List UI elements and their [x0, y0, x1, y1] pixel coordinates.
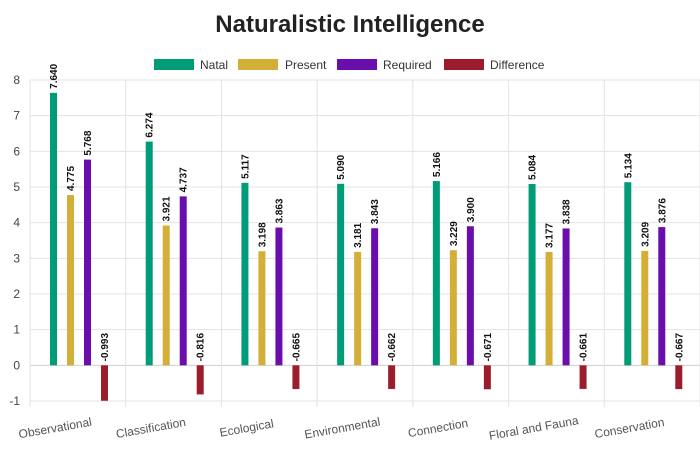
data-label: -0.661 — [579, 333, 590, 362]
bar-present[interactable] — [258, 251, 266, 366]
bar-required[interactable] — [179, 196, 187, 366]
data-label: 7.640 — [49, 63, 60, 88]
data-label: 5.117 — [240, 154, 251, 179]
data-label: -0.671 — [483, 333, 494, 362]
legend-label-difference[interactable]: Difference — [490, 58, 545, 72]
data-label: -0.665 — [291, 333, 302, 362]
data-label: -0.667 — [674, 333, 685, 362]
chart-title: Naturalistic Intelligence — [215, 11, 484, 38]
y-tick-label: 8 — [13, 73, 20, 87]
data-label: 3.209 — [640, 221, 651, 246]
bar-difference[interactable] — [483, 365, 491, 390]
bar-present[interactable] — [354, 251, 362, 366]
x-tick-label: Connection — [407, 416, 469, 440]
y-tick-label: 2 — [13, 287, 20, 301]
data-label: 4.737 — [179, 167, 190, 192]
bar-natal[interactable] — [624, 182, 632, 366]
y-tick-label: 0 — [13, 358, 20, 372]
bar-natal[interactable] — [241, 182, 249, 366]
x-tick-label: Floral and Fauna — [488, 413, 580, 443]
bar-required[interactable] — [371, 228, 379, 366]
bar-difference[interactable] — [675, 365, 683, 390]
data-label: 4.775 — [66, 166, 77, 191]
legend-swatch-present[interactable] — [238, 59, 278, 70]
data-label: 3.863 — [274, 198, 285, 223]
data-label: 3.900 — [466, 197, 477, 222]
bar-required[interactable] — [658, 227, 666, 366]
legend-swatch-difference[interactable] — [444, 59, 484, 70]
data-label: 5.090 — [336, 154, 347, 179]
y-tick-label: 7 — [13, 109, 20, 123]
grid — [29, 79, 700, 407]
bar-difference[interactable] — [388, 365, 396, 389]
data-label: 3.876 — [657, 198, 668, 223]
bars — [50, 92, 683, 401]
legend[interactable]: Natal Present Required Difference — [154, 58, 545, 72]
y-tick-label: 6 — [13, 144, 20, 158]
bar-present[interactable] — [641, 250, 649, 366]
bar-natal[interactable] — [528, 184, 536, 366]
data-label: -0.993 — [100, 333, 111, 362]
y-tick-label: 3 — [13, 251, 20, 265]
bar-difference[interactable] — [292, 365, 300, 390]
data-labels: 7.640 6.274 5.117 5.090 5.166 5.084 5.134 4.775… — [49, 63, 685, 361]
y-tick-label: 4 — [13, 216, 20, 230]
y-tick-label: 5 — [13, 180, 20, 194]
bar-natal[interactable] — [337, 183, 345, 366]
data-label: 6.274 — [145, 112, 156, 137]
legend-label-present[interactable]: Present — [285, 58, 327, 72]
legend-label-natal[interactable]: Natal — [200, 58, 228, 72]
data-label: 5.166 — [432, 152, 443, 177]
legend-label-required[interactable]: Required — [383, 58, 432, 72]
bar-present[interactable] — [67, 195, 74, 366]
bar-natal[interactable] — [432, 181, 440, 366]
legend-swatch-natal[interactable] — [154, 59, 194, 70]
bar-difference[interactable] — [196, 365, 204, 395]
data-label: 3.177 — [545, 223, 556, 248]
data-label: 3.921 — [162, 196, 173, 221]
data-label: 5.084 — [528, 155, 539, 180]
data-label: 3.229 — [449, 221, 460, 246]
data-label: -0.816 — [196, 333, 207, 362]
x-tick-label: Environmental — [303, 415, 381, 442]
bar-required[interactable] — [562, 228, 570, 366]
bar-natal[interactable] — [145, 141, 153, 366]
bar-required[interactable] — [466, 226, 474, 366]
x-tick-label: Classification — [115, 415, 187, 441]
bar-present[interactable] — [545, 252, 553, 366]
bar-required[interactable] — [84, 159, 91, 366]
data-label: 3.838 — [562, 199, 573, 224]
bar-difference[interactable] — [101, 365, 108, 401]
data-label: 3.843 — [370, 199, 381, 224]
legend-swatch-required[interactable] — [337, 59, 377, 70]
data-label: 3.198 — [257, 222, 268, 247]
x-tick-label: Observational — [17, 415, 92, 442]
x-tick-label: Ecological — [218, 416, 274, 439]
bar-present[interactable] — [162, 225, 170, 366]
data-label: 3.181 — [353, 222, 364, 247]
data-label: 5.768 — [83, 130, 94, 155]
bar-difference[interactable] — [579, 365, 587, 389]
bar-present[interactable] — [449, 250, 457, 366]
x-tick-label: Conservation — [593, 415, 665, 441]
data-label: 5.134 — [623, 153, 634, 178]
y-tick-label: -1 — [9, 394, 20, 408]
bar-natal[interactable] — [50, 92, 57, 366]
y-tick-label: 1 — [13, 323, 20, 337]
bar-required[interactable] — [275, 227, 283, 366]
data-label: -0.662 — [387, 333, 398, 362]
